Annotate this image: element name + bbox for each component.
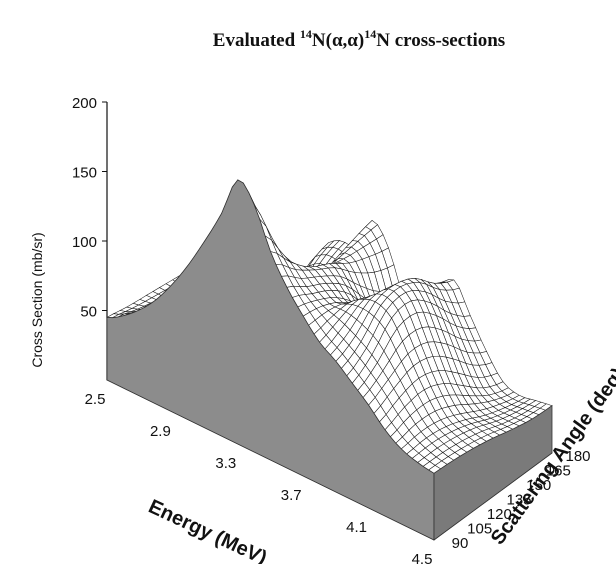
title-suffix: N cross-sections — [376, 30, 505, 51]
y-tick-label: 105 — [467, 521, 492, 538]
z-axis-title: Cross Section (mb/sr) — [29, 232, 45, 367]
x-tick-label: 4.1 — [346, 519, 367, 536]
y-tick-label: 165 — [546, 463, 571, 480]
y-tick-label: 135 — [506, 492, 531, 509]
z-tick-label: 200 — [72, 95, 97, 112]
x-tick-label: 3.3 — [215, 455, 236, 472]
surface-mesh — [106, 179, 553, 541]
z-tick-label: 100 — [72, 234, 97, 251]
x-tick-label: 2.5 — [85, 391, 106, 408]
y-tick-label: 90 — [452, 535, 469, 552]
x-tick-label: 2.9 — [150, 423, 171, 440]
title-mass-superscript-1: 14 — [300, 27, 312, 41]
x-tick-label: 4.5 — [412, 551, 433, 564]
y-tick-label: 150 — [526, 477, 551, 494]
title-reaction: N(α,α) — [312, 30, 364, 51]
chart-title: Evaluated 14N(α,α)14N cross-sections — [213, 27, 505, 51]
y-tick-label: 120 — [487, 506, 512, 523]
x-axis-title: Energy (MeV) — [145, 496, 270, 564]
surface-side-wall — [433, 404, 553, 541]
y-tick-label: 180 — [565, 448, 590, 465]
x-tick-label: 3.7 — [281, 487, 302, 504]
title-mass-superscript-2: 14 — [364, 27, 376, 41]
z-tick-label: 150 — [72, 165, 97, 182]
surface-front-wall — [106, 179, 435, 541]
z-tick-label: 50 — [80, 304, 97, 321]
title-prefix: Evaluated — [213, 30, 300, 51]
